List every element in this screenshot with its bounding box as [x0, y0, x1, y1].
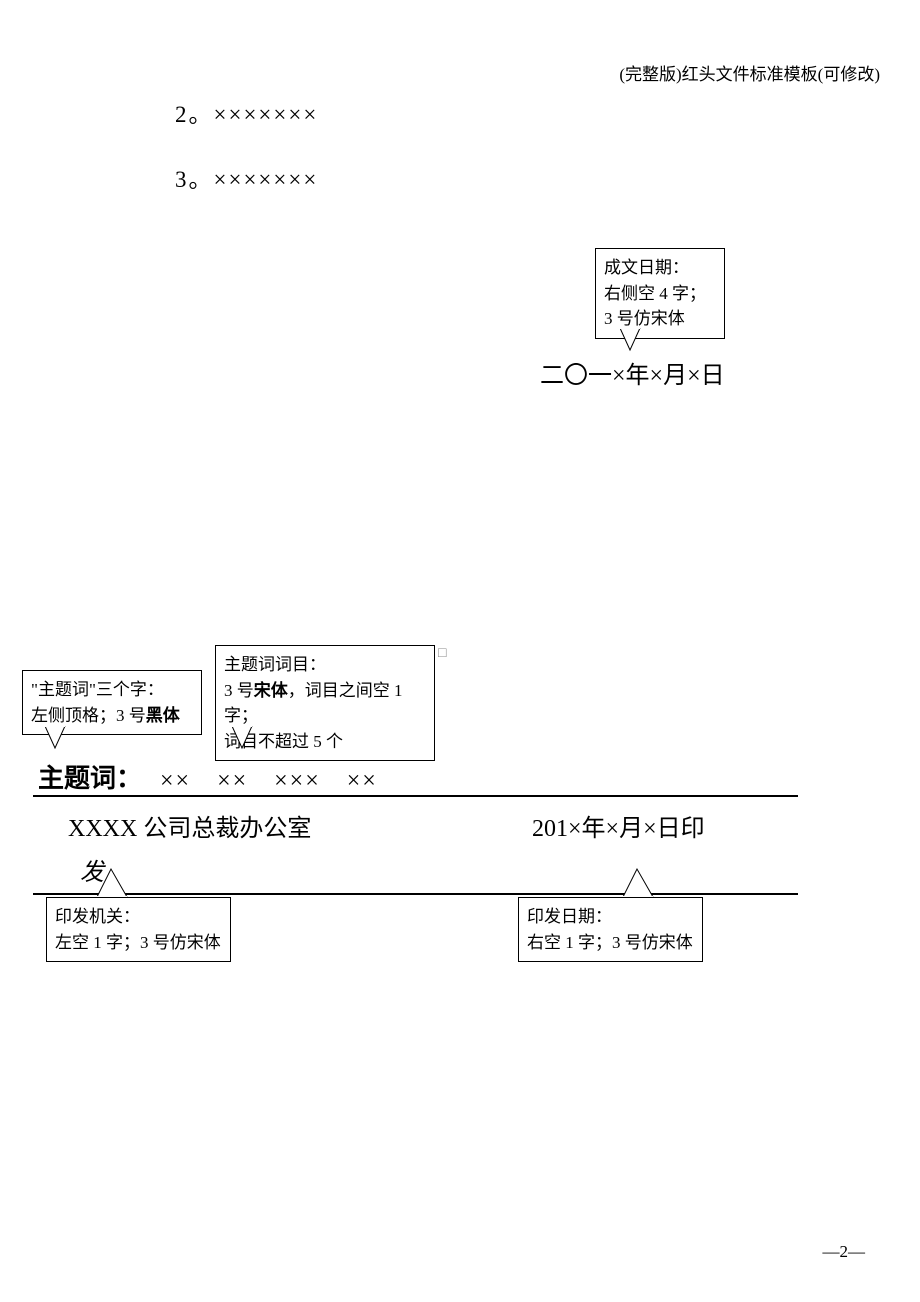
callout-issue-date-l2: 右空 1 字；3 号仿宋体: [527, 930, 694, 956]
callout-issuer: 印发机关： 左空 1 字；3 号仿宋体: [46, 897, 231, 962]
callout-issue-date-l1: 印发日期：: [527, 904, 694, 930]
subject-items: ×× ×× ××× ××: [160, 760, 378, 795]
callout-issue-date: 印发日期： 右空 1 字；3 号仿宋体: [518, 897, 703, 962]
callout-date-l2: 右侧空 4 字；: [604, 281, 716, 307]
artifact-dot: □: [438, 646, 446, 662]
callout-subject-items-l1: 主题词词目：: [224, 652, 426, 678]
doc-date: 二〇一×年×月×日: [540, 355, 725, 390]
header-note: (完整版)红头文件标准模板(可修改): [619, 60, 880, 85]
callout-issue-date-tail: [623, 865, 663, 899]
callout-date: 成文日期： 右侧空 4 字； 3 号仿宋体: [595, 248, 725, 339]
callout-issuer-l1: 印发机关：: [55, 904, 222, 930]
callout-date-tail: [620, 328, 650, 358]
callout-issuer-tail: [97, 865, 137, 899]
office-name: XXXX 公司总裁办公室: [68, 808, 311, 843]
callout-subject-items-tail: [232, 726, 262, 754]
callout-subject-label-l2: 左侧顶格；3 号黑体: [31, 703, 193, 729]
page-number: —2—: [823, 1242, 866, 1262]
hr-office: [33, 893, 798, 895]
callout-subject-label-tail: [45, 726, 75, 754]
body-line-2: 2。×××××××: [175, 95, 318, 129]
print-date: 201×年×月×日印: [532, 808, 705, 843]
callout-issuer-l2: 左空 1 字；3 号仿宋体: [55, 930, 222, 956]
body-line-3: 3。×××××××: [175, 160, 318, 194]
callout-subject-items-l2: 3 号宋体，词目之间空 1 字；: [224, 678, 426, 729]
callout-subject-label-l1: "主题词"三个字：: [31, 677, 193, 703]
hr-subject: [33, 795, 798, 797]
callout-date-l1: 成文日期：: [604, 255, 716, 281]
subject-label: 主题词：: [38, 758, 142, 795]
